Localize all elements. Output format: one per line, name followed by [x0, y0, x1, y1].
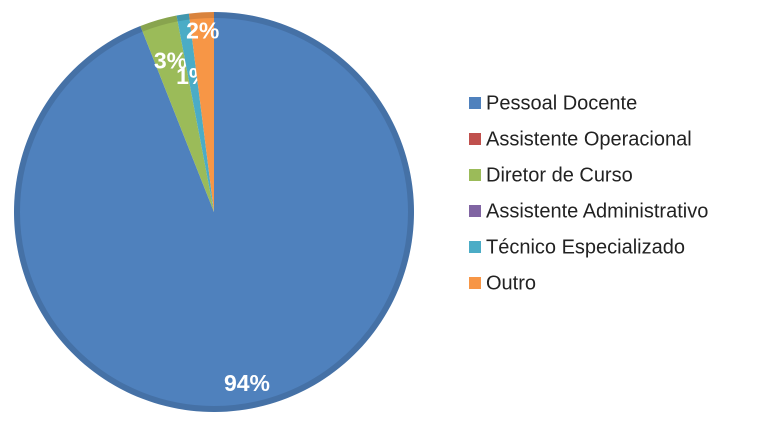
- value-label: 3%: [154, 47, 187, 73]
- value-label: 94%: [224, 370, 270, 396]
- legend-swatch: [469, 97, 481, 109]
- pie-slice: [140, 15, 214, 212]
- legend-text: Outro: [486, 272, 536, 294]
- value-label: 2%: [186, 17, 219, 43]
- legend-swatch: [469, 241, 481, 253]
- legend-text: Assistente Operacional: [486, 128, 692, 150]
- pie-slice: [176, 13, 214, 213]
- pie-slice: [13, 12, 414, 412]
- legend-swatch: [469, 277, 481, 289]
- legend-swatch: [469, 133, 481, 145]
- legend-swatch: [469, 169, 481, 181]
- legend-text: Técnico Especializado: [486, 236, 685, 258]
- legend-text: Assistente Administrativo: [486, 200, 708, 222]
- pie-slice: [188, 12, 214, 212]
- pie-rim: [14, 12, 414, 412]
- legend-swatch: [469, 205, 481, 217]
- legend-text: Diretor de Curso: [486, 164, 633, 186]
- legend-text: Pessoal Docente: [486, 92, 637, 114]
